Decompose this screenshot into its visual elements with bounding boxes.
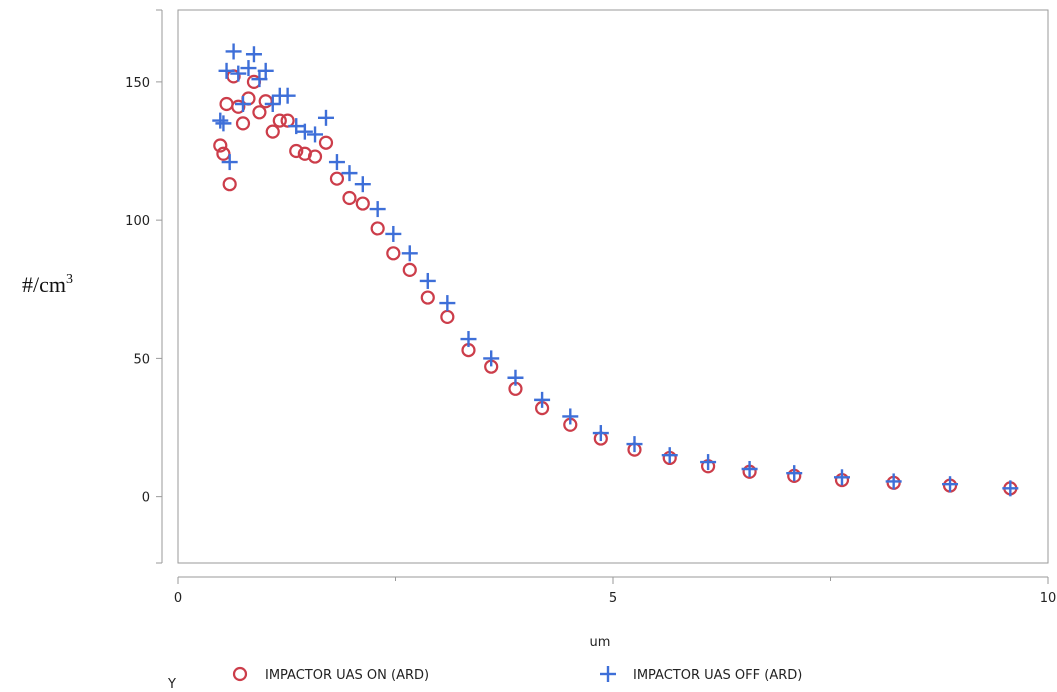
x-tick-label: 5 bbox=[609, 591, 617, 606]
circle-point bbox=[219, 96, 234, 112]
circle-point bbox=[440, 309, 455, 325]
plus-point bbox=[288, 118, 305, 135]
circle-point bbox=[246, 74, 262, 89]
plus-point bbox=[212, 112, 229, 129]
plus-point bbox=[307, 126, 324, 143]
plus-point bbox=[419, 272, 436, 289]
y-tick-label: 50 bbox=[133, 352, 150, 367]
plus-point bbox=[341, 165, 358, 182]
plus-point bbox=[296, 123, 313, 140]
y-axis: 0 50 100 150 bbox=[125, 9, 163, 564]
circle-point bbox=[355, 196, 370, 211]
plus-point bbox=[460, 331, 477, 348]
plus-point bbox=[507, 369, 524, 386]
plus-point bbox=[562, 408, 579, 425]
circle-point bbox=[307, 149, 323, 164]
legend-prefix: Y bbox=[167, 677, 176, 692]
legend: Y IMPACTOR UAS ON (ARD) IMPACTOR UAS OFF … bbox=[167, 666, 802, 692]
circle-point bbox=[213, 138, 228, 153]
plus-point bbox=[279, 87, 296, 104]
circle-point bbox=[231, 99, 246, 114]
plus-point bbox=[385, 225, 402, 242]
x-tick-label: 10 bbox=[1040, 591, 1057, 606]
y-axis-label: #/cm3 bbox=[22, 272, 73, 297]
circle-point bbox=[402, 262, 417, 278]
plus-point bbox=[221, 154, 238, 171]
y-axis-label-superscript: 3 bbox=[66, 272, 73, 287]
legend-plus-marker bbox=[600, 666, 616, 682]
plus-point bbox=[251, 71, 268, 88]
circle-point bbox=[289, 143, 304, 159]
plus-point bbox=[833, 469, 850, 486]
plus-point bbox=[661, 447, 678, 464]
circle-point bbox=[318, 135, 334, 150]
plus-point bbox=[369, 201, 386, 218]
plus-point bbox=[317, 109, 334, 126]
y-tick-label: 100 bbox=[125, 214, 150, 229]
plus-point bbox=[245, 46, 262, 63]
series-uas-on bbox=[213, 69, 1018, 496]
plus-point bbox=[264, 96, 281, 113]
plus-point bbox=[328, 154, 345, 171]
plus-point bbox=[626, 436, 643, 453]
plot-frame bbox=[177, 9, 1049, 564]
plus-point bbox=[700, 454, 717, 471]
plus-point bbox=[592, 425, 609, 442]
circle-point bbox=[370, 221, 385, 236]
plus-point bbox=[215, 115, 232, 132]
circle-point bbox=[272, 113, 287, 128]
plus-point bbox=[240, 60, 257, 77]
plus-point bbox=[786, 465, 803, 482]
circle-point bbox=[386, 246, 401, 261]
plus-point bbox=[225, 43, 242, 60]
data-points bbox=[212, 43, 1019, 497]
circle-point bbox=[342, 190, 357, 206]
plus-point bbox=[534, 391, 551, 408]
circle-point bbox=[280, 113, 295, 128]
circle-point bbox=[329, 171, 345, 186]
circle-point bbox=[216, 146, 231, 161]
plus-point bbox=[218, 62, 235, 79]
plus-point bbox=[1002, 480, 1019, 497]
circle-point bbox=[265, 124, 280, 139]
x-tick-label: 0 bbox=[174, 591, 182, 606]
plus-point bbox=[483, 350, 500, 367]
circle-point bbox=[258, 94, 273, 109]
plus-point bbox=[741, 460, 758, 477]
series-uas-off bbox=[212, 43, 1019, 497]
plus-point bbox=[230, 65, 247, 82]
circle-point bbox=[222, 177, 237, 192]
y-tick-label: 150 bbox=[125, 76, 150, 91]
plus-point bbox=[257, 62, 274, 79]
x-axis-label: um bbox=[590, 635, 611, 650]
circle-point bbox=[252, 105, 267, 120]
legend-entry-label: IMPACTOR UAS OFF (ARD) bbox=[633, 668, 802, 683]
x-axis: 0 5 10 bbox=[174, 576, 1057, 606]
plus-point bbox=[439, 295, 456, 312]
plus-point bbox=[354, 176, 371, 193]
legend-entry-label: IMPACTOR UAS ON (ARD) bbox=[265, 668, 429, 683]
circle-point bbox=[235, 116, 251, 131]
circle-point bbox=[420, 290, 435, 305]
circle-point bbox=[241, 91, 256, 106]
plus-point bbox=[942, 476, 959, 493]
legend-circle-marker bbox=[232, 666, 248, 682]
plus-point bbox=[885, 473, 902, 490]
plus-point bbox=[234, 96, 251, 113]
y-tick-label: 0 bbox=[142, 491, 150, 506]
plus-point bbox=[401, 245, 418, 262]
